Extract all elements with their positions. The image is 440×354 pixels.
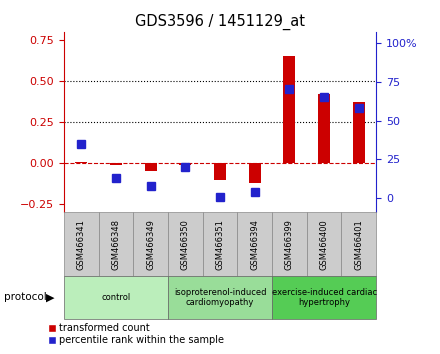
Bar [99, 212, 133, 276]
Bar [237, 212, 272, 276]
Bar [272, 212, 307, 276]
Legend: transformed count, percentile rank within the sample: transformed count, percentile rank withi… [44, 319, 228, 349]
Bar [179, 163, 191, 165]
Bar [144, 163, 157, 171]
Text: GSM466348: GSM466348 [111, 219, 121, 270]
Text: GSM466341: GSM466341 [77, 219, 86, 270]
Bar [64, 276, 168, 319]
Bar [64, 212, 99, 276]
Bar [203, 212, 237, 276]
Text: GSM466399: GSM466399 [285, 219, 294, 270]
Text: GSM466400: GSM466400 [319, 219, 329, 270]
Text: ▶: ▶ [46, 292, 55, 302]
Bar [133, 212, 168, 276]
Bar [168, 212, 203, 276]
Bar [353, 102, 365, 163]
Bar [168, 276, 272, 319]
Text: exercise-induced cardiac
hypertrophy: exercise-induced cardiac hypertrophy [271, 288, 377, 307]
Bar [307, 212, 341, 276]
Text: GSM466394: GSM466394 [250, 219, 259, 270]
Text: GSM466350: GSM466350 [181, 219, 190, 270]
Text: protocol: protocol [4, 292, 47, 302]
Bar [214, 163, 226, 179]
Bar [272, 276, 376, 319]
Text: GSM466401: GSM466401 [354, 219, 363, 270]
Bar [283, 57, 296, 163]
Text: GSM466349: GSM466349 [146, 219, 155, 270]
Text: GSM466351: GSM466351 [216, 219, 224, 270]
Bar [110, 163, 122, 165]
Bar [341, 212, 376, 276]
Text: GDS3596 / 1451129_at: GDS3596 / 1451129_at [135, 14, 305, 30]
Bar [75, 161, 87, 163]
Text: isoproterenol-induced
cardiomyopathy: isoproterenol-induced cardiomyopathy [174, 288, 266, 307]
Text: control: control [101, 293, 131, 302]
Bar [318, 94, 330, 163]
Bar [249, 163, 261, 183]
